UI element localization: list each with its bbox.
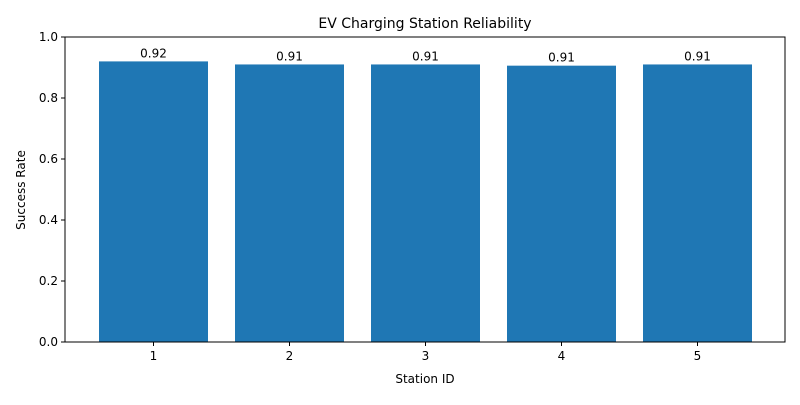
- x-tick-label: 4: [558, 349, 566, 363]
- y-tick-label: 1.0: [39, 30, 58, 44]
- bar-station-1: [99, 61, 208, 343]
- data-label-station-5: 0.91: [684, 49, 711, 63]
- x-ticks-group: 1 2 3 4 5: [150, 342, 702, 363]
- x-tick-label: 3: [422, 349, 430, 363]
- y-tick-label: 0.4: [39, 213, 58, 227]
- x-tick-label: 5: [694, 349, 702, 363]
- bar-station-2: [235, 64, 344, 342]
- plot-frame: [64, 36, 786, 343]
- x-tick-label: 1: [150, 349, 158, 363]
- x-tick-label: 2: [286, 349, 294, 363]
- y-tick-label: 0.8: [39, 91, 58, 105]
- bar-station-5: [643, 64, 752, 342]
- bar-station-3: [371, 64, 480, 342]
- bars-group: [99, 61, 752, 343]
- data-label-station-3: 0.91: [412, 49, 439, 63]
- chart-title: EV Charging Station Reliability: [318, 16, 531, 32]
- data-labels-group: 0.92 0.91 0.91 0.91 0.91: [140, 46, 711, 64]
- y-tick-label: 0.2: [39, 274, 58, 288]
- y-tick-label: 0.0: [39, 335, 58, 349]
- data-label-station-2: 0.91: [276, 49, 303, 63]
- y-ticks-group: 0.0 0.2 0.4 0.6 0.8 1.0: [39, 30, 65, 349]
- y-axis-label: Success Rate: [14, 150, 28, 230]
- data-label-station-1: 0.92: [140, 46, 167, 60]
- data-label-station-4: 0.91: [548, 51, 575, 65]
- bar-station-4: [507, 65, 616, 343]
- x-axis-label: Station ID: [395, 372, 454, 386]
- y-tick-label: 0.6: [39, 152, 58, 166]
